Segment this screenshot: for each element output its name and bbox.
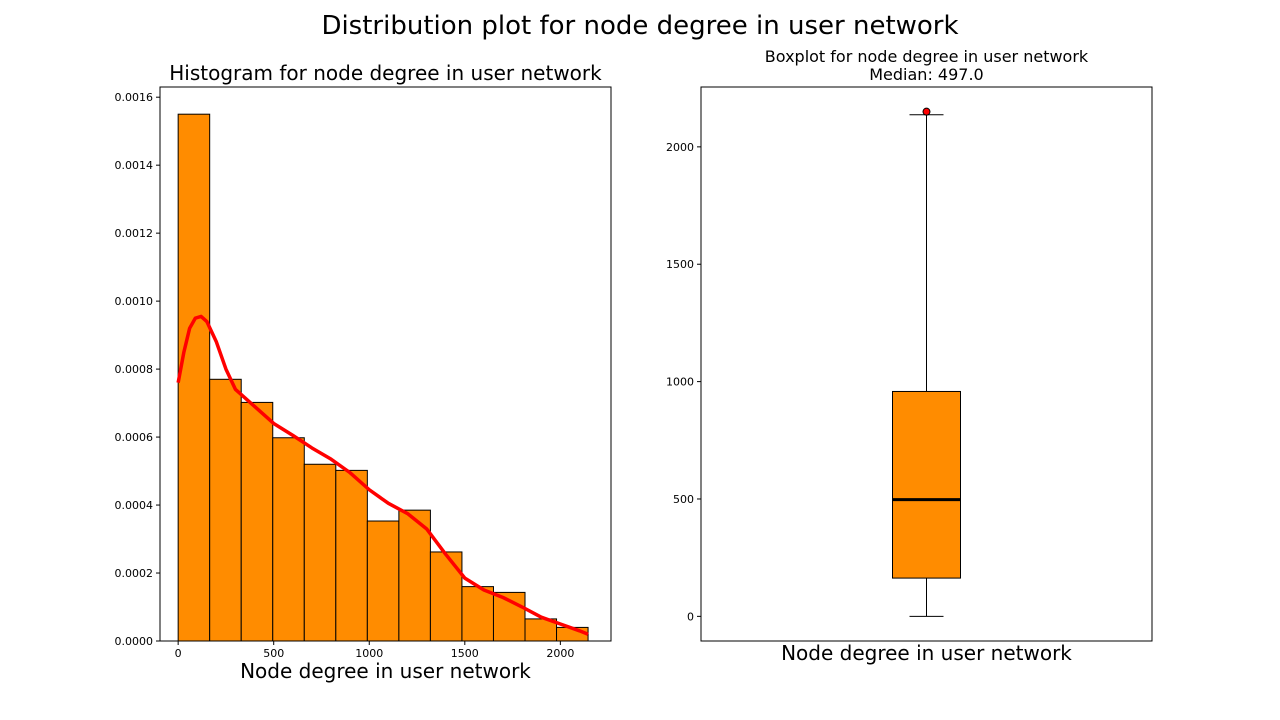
histogram-bar	[335, 469, 368, 642]
histogram-bar	[398, 509, 431, 642]
boxplot-axes-frame	[700, 86, 1153, 642]
histogram-y-ticks: 0.0000 0.0002 0.0004 0.0006 0.0008 0.0010 0.00…	[115, 91, 160, 648]
y-tick-label: 1000	[666, 376, 694, 389]
histogram-bar	[461, 586, 494, 642]
histogram-bar	[366, 520, 400, 642]
y-tick-label: 0.0014	[115, 159, 154, 172]
histogram-bar	[240, 401, 274, 642]
y-tick-label: 0.0016	[115, 91, 154, 104]
y-tick-label: 0.0012	[115, 227, 154, 240]
y-tick-label: 0	[687, 610, 694, 623]
y-tick-label: 0.0008	[115, 363, 154, 376]
boxplot-x-label: Node degree in user network	[781, 641, 1072, 665]
boxplot-y-ticks: 0 500 1000 1500 2000	[666, 141, 701, 623]
x-tick-label: 0	[175, 647, 182, 660]
histogram-bar	[429, 551, 463, 642]
y-tick-label: 0.0004	[115, 499, 154, 512]
boxplot-title: Boxplot for node degree in user network	[765, 47, 1089, 66]
histogram-title: Histogram for node degree in user networ…	[169, 61, 602, 85]
boxplot-panel: Boxplot for node degree in user network …	[666, 47, 1153, 665]
histogram-bars	[177, 113, 589, 642]
histogram-axes-frame	[159, 86, 612, 642]
histogram-bar	[272, 437, 305, 642]
y-tick-label: 1500	[666, 258, 694, 271]
x-tick-label: 1500	[451, 647, 479, 660]
histogram-bar	[303, 463, 337, 642]
histogram-x-ticks: 0 500 1000 1500 2000	[175, 641, 574, 660]
x-tick-label: 500	[263, 647, 284, 660]
histogram-panel: Histogram for node degree in user networ…	[115, 61, 612, 683]
kde-curve	[176, 314, 589, 636]
histogram-bar	[177, 113, 211, 642]
boxplot-marks	[892, 107, 961, 617]
histogram-x-label: Node degree in user network	[240, 659, 531, 683]
iqr-box	[892, 390, 961, 579]
y-tick-label: 0.0000	[115, 635, 154, 648]
x-tick-label: 1000	[355, 647, 383, 660]
y-tick-label: 0.0006	[115, 431, 154, 444]
y-tick-label: 500	[673, 493, 694, 506]
histogram-bar	[209, 378, 242, 642]
y-tick-label: 2000	[666, 141, 694, 154]
boxplot-subtitle: Median: 497.0	[869, 65, 983, 84]
outlier-point	[922, 107, 931, 116]
figure-suptitle: Distribution plot for node degree in use…	[321, 11, 958, 41]
y-tick-label: 0.0010	[115, 295, 154, 308]
x-tick-label: 2000	[546, 647, 574, 660]
y-tick-label: 0.0002	[115, 567, 154, 580]
